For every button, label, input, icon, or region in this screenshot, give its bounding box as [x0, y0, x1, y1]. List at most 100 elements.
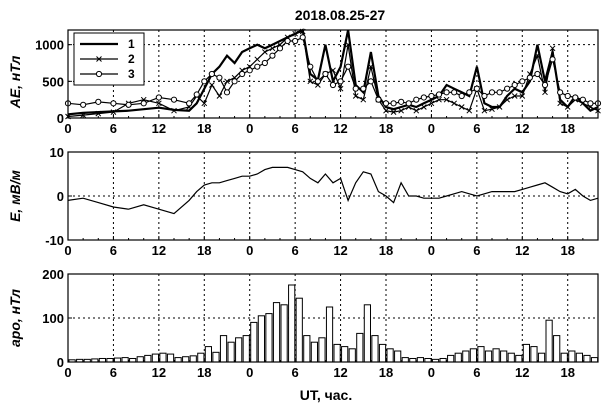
x-tick-label: 0 [428, 365, 435, 380]
apo-bar [363, 304, 371, 363]
ae-series-3-point [466, 89, 473, 96]
ae-series-3-point [534, 70, 541, 78]
apo-bar [515, 354, 523, 363]
ae-series-2-point [368, 63, 374, 70]
apo-bar [174, 357, 182, 363]
apo-bar [295, 297, 303, 363]
ae-series-3-point [95, 98, 102, 105]
ae-series-2-point [421, 104, 427, 110]
y-tick-label: 500 [42, 74, 64, 89]
x-tick-label: 0 [64, 365, 71, 380]
x-tick-label: 18 [379, 121, 393, 136]
apo-bar [151, 353, 159, 363]
ae-series-2-point [110, 109, 117, 115]
apo-bar [265, 313, 273, 363]
ae-series-3-point [481, 92, 488, 100]
ae-series-3-point [375, 96, 382, 103]
apo-bar [378, 343, 387, 363]
x-tick-label: 0 [246, 365, 253, 380]
apo-bar [325, 306, 334, 363]
x-tick-label: 6 [473, 365, 480, 380]
apo-bar [560, 352, 568, 363]
ae-series-3-point [382, 100, 390, 107]
y-tick-label: 100 [42, 311, 64, 326]
panel-frame [67, 273, 599, 363]
x-tick-label: 12 [333, 121, 347, 136]
ae-series-2-point [511, 93, 518, 99]
legend-label-3: 3 [128, 67, 135, 81]
ae-series-3-point [345, 63, 352, 70]
apo-bar [288, 284, 296, 363]
ae-series-3-point [314, 78, 321, 85]
ae-series-3-point [511, 81, 518, 89]
ae-series-3-point [435, 91, 443, 98]
ae-series-2-point [549, 45, 556, 52]
x-tick-label: 18 [197, 243, 211, 258]
apo-bar [348, 348, 356, 363]
ae-series-3-point [367, 78, 374, 85]
apo-bar [204, 346, 212, 363]
ae-series-3-point [579, 96, 586, 103]
ae-series-2-point [398, 107, 404, 114]
apo-bar [182, 356, 190, 363]
ae-series-2-point [413, 107, 420, 114]
ae-series-3-point [443, 89, 450, 96]
apo-bar [530, 346, 538, 363]
apo-bar [401, 357, 409, 363]
y-tick-label: 0 [57, 355, 64, 370]
apo-bar [386, 348, 394, 363]
ae-series-2-point [269, 45, 276, 52]
ae-series-3-point [208, 70, 215, 78]
ae-series-3-point [405, 100, 412, 107]
ae-series-3-point [223, 89, 231, 96]
ae-series-3-point [413, 96, 420, 103]
x-tick-label: 6 [292, 121, 299, 136]
e-series-line [67, 166, 599, 215]
ae-series-2-point [436, 96, 442, 103]
ae-series-3-point [299, 34, 306, 41]
ae-series-3-point [473, 85, 480, 92]
ae-series-3-point [322, 70, 329, 78]
ae-series-3-point [451, 89, 458, 96]
ae-series-2-point [534, 52, 541, 59]
ae-series-3-point [526, 74, 533, 81]
apo-bar [462, 350, 470, 363]
x-tick-label: 18 [560, 365, 574, 380]
apo-bar [333, 343, 341, 363]
x-tick-label: 12 [152, 365, 166, 380]
ae-series-3-point [155, 94, 162, 101]
ae-series-2-point [390, 109, 397, 115]
ae-series-2-point [481, 107, 488, 114]
apo-bar [159, 352, 167, 363]
ae-series-3-point [549, 56, 556, 63]
ae-series-2-point [95, 110, 102, 117]
x-tick-label: 0 [428, 121, 435, 136]
apo-bar [553, 335, 561, 363]
ae-series-2-point [383, 107, 389, 114]
apo-bar [250, 321, 258, 363]
apo-bar [447, 354, 455, 363]
ae-series-2-point [360, 96, 367, 103]
ae-series-3-point [572, 94, 579, 101]
x-tick-label: 12 [333, 243, 347, 258]
apo-bar [227, 341, 235, 363]
apo-bar [484, 350, 493, 363]
ae-series-3-point [216, 74, 223, 81]
apo-bar [469, 348, 477, 363]
apo-bar [416, 357, 424, 363]
x-tick-label: 18 [560, 243, 574, 258]
ae-series-2-point [224, 78, 230, 85]
ae-series-2-point [209, 82, 215, 88]
ae-series-2-point [345, 41, 351, 48]
ae-series-3-point [488, 89, 496, 96]
ae-series-2-point [496, 104, 503, 110]
ae-series-3-point [504, 85, 511, 92]
y-tick-label: 0 [57, 189, 64, 204]
ae-series-2-point [542, 89, 548, 96]
x-tick-label: 0 [246, 243, 253, 258]
apo-bar [212, 351, 220, 363]
x-tick-label: 6 [473, 121, 480, 136]
ae-series-2-point [504, 96, 510, 103]
x-tick-label: 18 [197, 365, 211, 380]
